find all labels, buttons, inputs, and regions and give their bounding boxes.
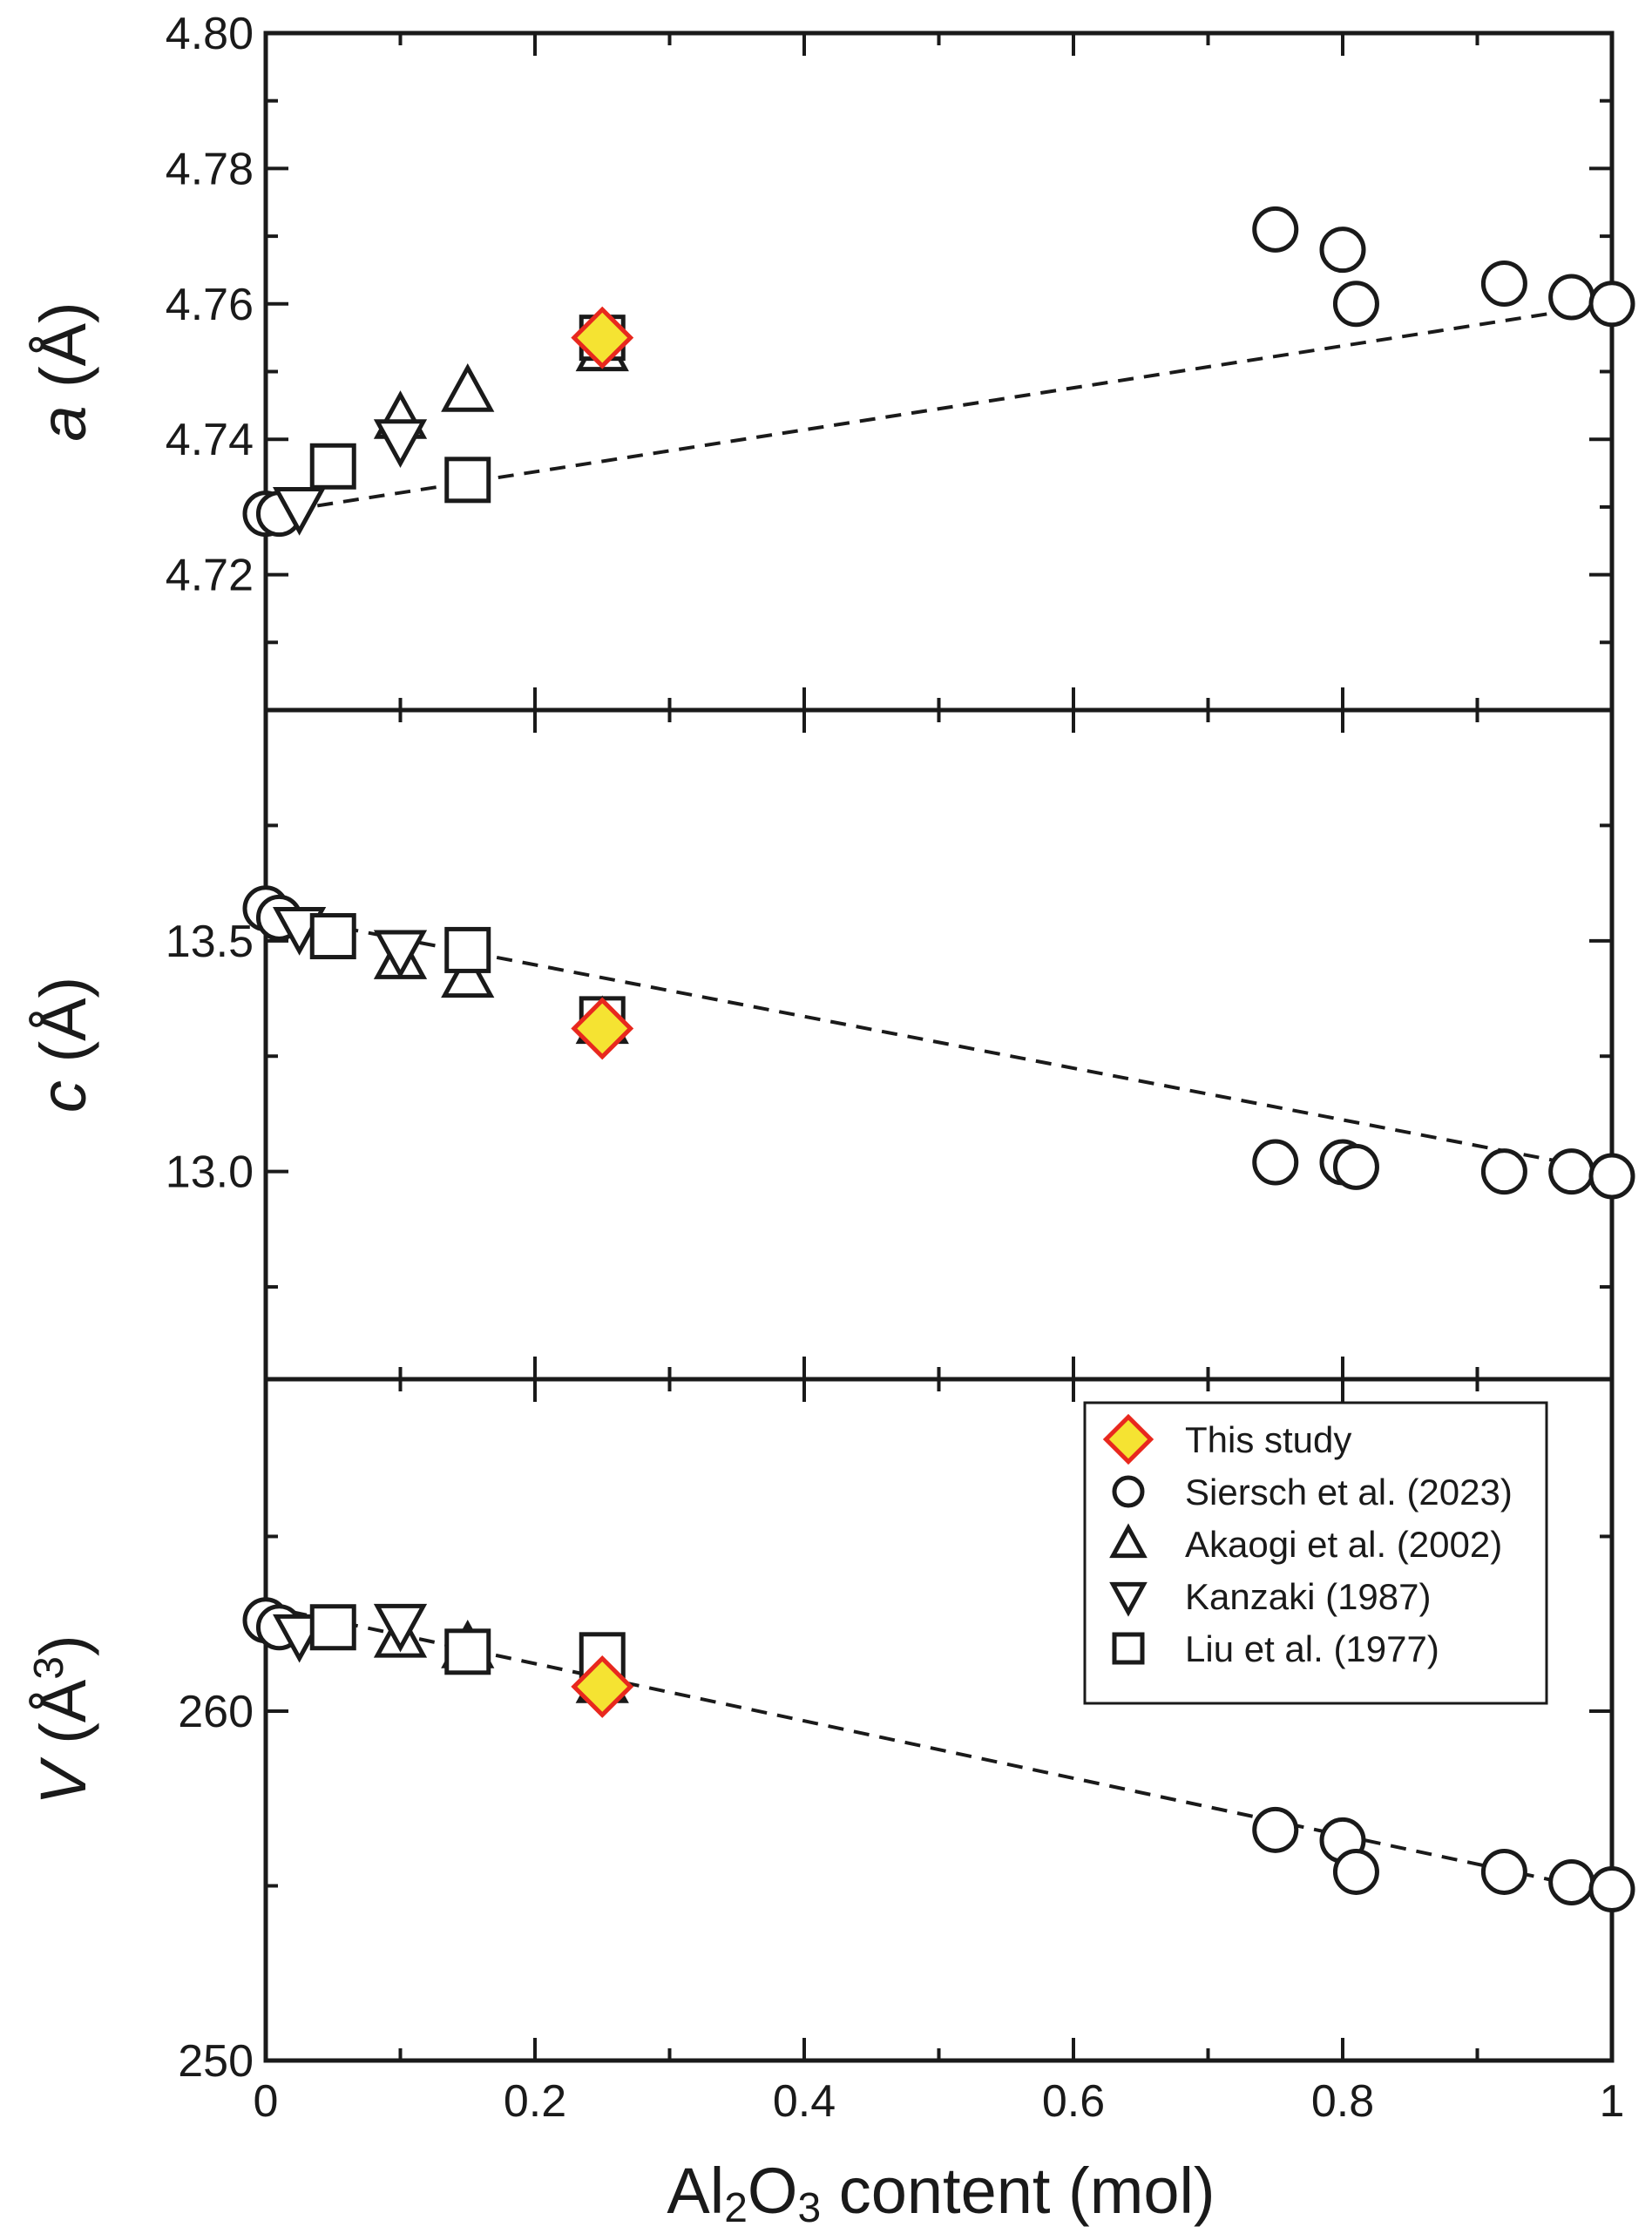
y-tick-label: 4.72 [166,551,254,601]
legend-box [1083,1401,1548,1705]
legend-entry: Siersch et al. (2023) [1112,1472,1513,1513]
marker-circle [1112,1475,1145,1508]
legend-label: Liu et al. (1977) [1185,1628,1439,1669]
marker-circle [1252,206,1299,253]
marker-triangle-down [373,1603,428,1653]
legend-label: This study [1185,1419,1351,1460]
marker-triangle-down [272,487,327,536]
y-axis-title-unit: ) [27,1634,99,1656]
legend-label: Kanzaki (1987) [1185,1576,1432,1617]
marker-circle [1588,281,1635,328]
marker-circle [1332,1143,1379,1190]
panel-frame [263,707,1615,1382]
x-axis-title-part: content (mol) [821,2155,1215,2227]
x-tick-label: 1 [1600,2076,1625,2127]
y-tick-label: 13.5 [166,917,254,967]
marker-circle [1588,1865,1635,1912]
y-axis-title-unit: (Å [27,1679,99,1762]
legend-label: Akaogi et al. (2002) [1185,1524,1502,1565]
y-axis-title-unit: (Å) [27,301,99,405]
marker-diamond [571,1655,634,1718]
series-liu-et-al-1977 [309,1604,626,1679]
marker-square [444,457,491,504]
panel-V: 250 260 V (Å3) [26,1377,1635,2087]
series-this-study [571,306,634,369]
series-kanzaki-1987 [272,419,428,536]
y-tick-label: 13.0 [166,1147,254,1198]
marker-circle [1548,1148,1595,1195]
y-tick-label: 260 [178,1687,254,1737]
y-tick-label: 4.76 [166,280,254,330]
y-tick-label: 4.74 [166,415,254,465]
marker-circle [1319,227,1366,274]
panel-c: 13.0 13.5 c (Å) [27,707,1635,1382]
series-this-study [571,1655,634,1718]
y-axis-title: a (Å) [27,301,99,441]
y-tick-label: 4.80 [166,9,254,59]
x-tick-label: 0.6 [1042,2076,1105,2127]
y-tick-label: 250 [178,2036,254,2087]
legend-entry: Kanzaki (1987) [1109,1576,1432,1617]
panel-a: 4.72 4.74 4.76 4.78 4.80 a (Å) [27,9,1635,713]
y-axis-title-variable: c [27,1080,99,1113]
y-axis-title-superscript: 3 [26,1656,72,1680]
marker-circle [1252,1139,1299,1186]
marker-diamond [1102,1413,1154,1465]
y-axis-title-variable: V [27,1756,99,1805]
marker-circle [1480,260,1527,307]
x-tick-label: 0.4 [773,2076,836,2127]
series-siersch-et-al-2023 [242,885,1635,1200]
y-tick-label: 4.78 [166,144,254,194]
marker-circle [1480,1148,1527,1195]
y-axis-title: V (Å3) [26,1634,99,1804]
marker-circle [1548,1858,1595,1905]
marker-diamond [571,306,634,369]
y-axis-title-variable: a [27,406,99,442]
marker-square [444,1628,491,1675]
trend-line [265,911,1613,1174]
marker-circle [1332,1848,1379,1895]
marker-square [1112,1632,1145,1665]
x-tick-label: 0.2 [504,2076,566,2127]
y-axis-title-unit: (Å) [27,977,99,1080]
marker-triangle-up [441,363,495,412]
marker-diamond [571,997,634,1060]
y-axis-title: c (Å) [27,977,99,1113]
x-axis-title: Al2O3 content (mol) [667,2155,1215,2231]
x-axis-title-part: Al [667,2155,724,2227]
trend-line [265,301,1613,516]
marker-triangle-down [373,419,428,468]
trend-line [265,1604,1613,1895]
x-axis-title-part: O [748,2155,798,2227]
legend-entry: Liu et al. (1977) [1112,1628,1439,1669]
legend: This study Siersch et al. (2023) Akaogi et… [1083,1401,1548,1705]
x-tick-label: 0.8 [1311,2076,1374,2127]
x-axis-title-subscript: 3 [797,2185,821,2231]
marker-circle [1332,281,1379,328]
marker-square [309,913,356,960]
marker-triangle-up [441,949,495,998]
x-axis-title-subscript: 2 [724,2185,748,2231]
marker-square [309,1604,356,1651]
x-tick-label: 0 [254,2076,279,2127]
legend-label: Siersch et al. (2023) [1185,1472,1513,1513]
marker-triangle-up [1109,1523,1148,1559]
legend-entry: Akaogi et al. (2002) [1109,1523,1502,1565]
marker-circle [1252,1806,1299,1853]
legend-entry: This study [1102,1413,1351,1465]
marker-circle [1480,1848,1527,1895]
marker-circle [1588,1153,1635,1200]
marker-square [444,926,491,973]
series-siersch-et-al-2023 [242,206,1635,538]
marker-triangle-down [1109,1581,1148,1617]
panels-layer: 4.724.744.764.784.80a (Å)13.013.5c (Å)25… [26,9,1635,2127]
marker-circle [1548,274,1595,321]
marker-triangle-down [373,930,428,979]
marker-square [309,443,356,490]
series-this-study [571,997,634,1060]
